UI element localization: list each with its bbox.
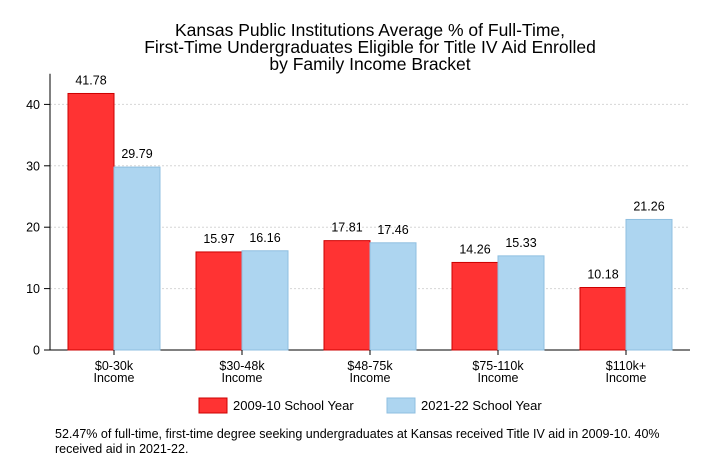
data-label-1-1: 16.16 — [249, 231, 280, 245]
data-label-1-4: 21.26 — [633, 199, 664, 213]
chart-title: Kansas Public Institutions Average % of … — [144, 20, 596, 74]
data-label-0-4: 10.18 — [587, 267, 618, 281]
bar-0-1 — [195, 251, 243, 351]
data-label-0-1: 15.97 — [203, 232, 234, 246]
legend-swatch-1 — [386, 397, 416, 414]
legend-label-0: 2009-10 School Year — [233, 398, 354, 413]
legend-swatch-0 — [198, 397, 228, 414]
data-label-1-2: 17.46 — [377, 223, 408, 237]
x-tick-label-3-1: Income — [478, 371, 519, 385]
bar-1-4 — [625, 218, 673, 351]
data-label-1-0: 29.79 — [121, 147, 152, 161]
x-tick-label-1-1: Income — [222, 371, 263, 385]
title-line-1: First-Time Undergraduates Eligible for T… — [144, 37, 596, 57]
bar-0-2 — [323, 240, 371, 351]
data-label-0-0: 41.78 — [75, 73, 106, 87]
y-tick-label-20: 20 — [26, 221, 40, 235]
bar-1-3 — [497, 255, 545, 351]
bar-0-3 — [451, 261, 499, 351]
x-tick-label-0-0: $0-30k — [95, 359, 134, 373]
bar-1-2 — [369, 242, 417, 351]
data-label-0-3: 14.26 — [459, 242, 490, 256]
y-tick-label-0: 0 — [33, 344, 40, 358]
x-tick-label-1-0: $30-48k — [219, 359, 265, 373]
x-tick-label-4-1: Income — [606, 371, 647, 385]
y-tick-label-40: 40 — [26, 98, 40, 112]
x-tick-label-0-1: Income — [94, 371, 135, 385]
y-tick-label-30: 30 — [26, 159, 40, 173]
bar-0-4 — [579, 286, 627, 351]
footnote: 52.47% of full-time, first-time degree s… — [55, 427, 660, 456]
bar-1-1 — [241, 250, 289, 351]
bars — [67, 92, 673, 351]
x-axis-labels: $0-30kIncome$30-48kIncome$48-75kIncome$7… — [94, 350, 647, 385]
data-label-1-3: 15.33 — [505, 236, 536, 250]
title-line-2: by Family Income Bracket — [269, 54, 470, 74]
title-line-0: Kansas Public Institutions Average % of … — [175, 20, 565, 40]
bar-1-0 — [113, 166, 161, 351]
x-tick-label-2-0: $48-75k — [347, 359, 393, 373]
x-tick-label-2-1: Income — [350, 371, 391, 385]
data-label-0-2: 17.81 — [331, 221, 362, 235]
data-labels: 41.78 29.79 15.97 16.16 17.81 17.46 14.26 15.33… — [75, 73, 664, 281]
x-tick-label-4-0: $110k+ — [606, 359, 646, 373]
bar-0-0 — [67, 92, 115, 351]
legend: 2009-10 School Year 2021-22 School Year — [198, 397, 542, 414]
y-tick-label-10: 10 — [26, 282, 40, 296]
legend-label-1: 2021-22 School Year — [421, 398, 542, 413]
x-tick-label-3-0: $75-110k — [472, 359, 524, 373]
